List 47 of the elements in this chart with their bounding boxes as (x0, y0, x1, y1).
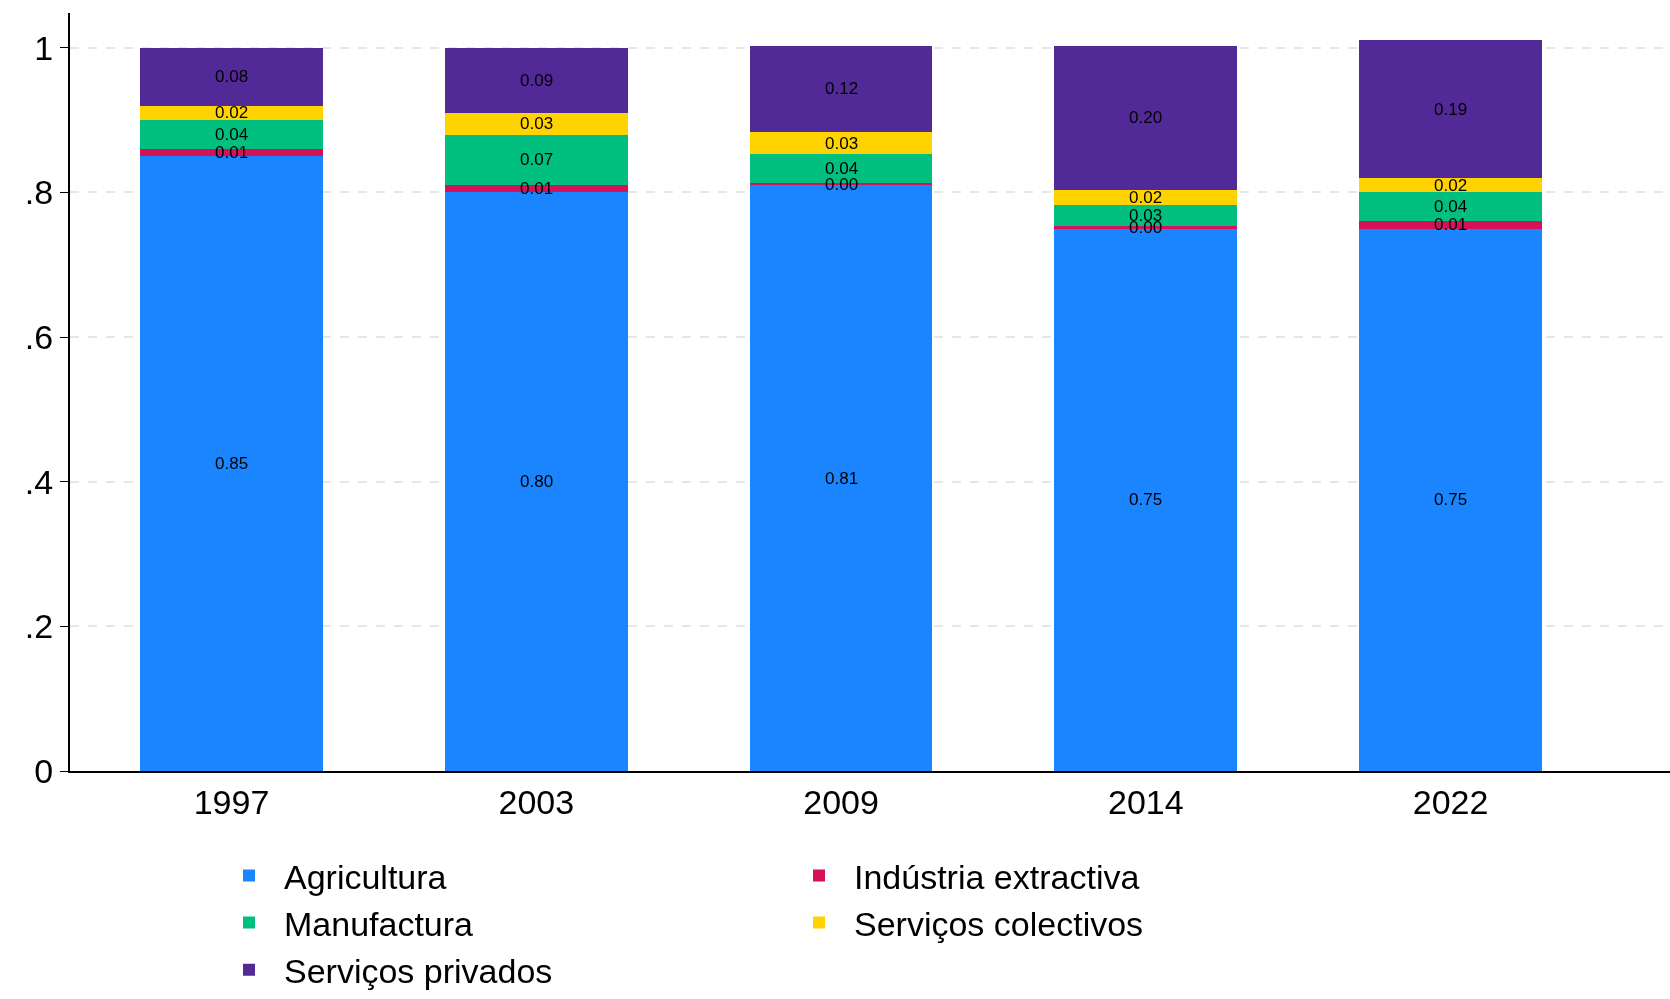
data-label: 0.03 (825, 134, 859, 153)
data-label: 0.02 (1434, 176, 1468, 195)
bar (140, 156, 323, 771)
x-tick-label: 2003 (498, 782, 575, 821)
data-label: 0.75 (1129, 490, 1163, 509)
data-label: 0.19 (1434, 100, 1468, 119)
x-tick-label: 1997 (193, 782, 270, 821)
data-label: 0.04 (1434, 197, 1468, 216)
y-tick-label: 1 (34, 28, 54, 67)
legend-label: Indústria extractiva (854, 857, 1140, 896)
data-label: 0.04 (825, 159, 859, 178)
bar (444, 192, 628, 771)
bar (444, 47, 628, 113)
bar (444, 112, 628, 135)
data-label: 0.04 (215, 125, 249, 144)
data-label: 0.20 (1129, 108, 1163, 127)
y-tick-label: 0 (34, 751, 54, 790)
data-label: 0.12 (825, 79, 859, 98)
data-label: 0.02 (215, 103, 249, 122)
bar (749, 132, 933, 155)
data-label: 0.07 (520, 150, 554, 169)
x-tick-label: 2014 (1107, 782, 1184, 821)
bar (1359, 228, 1542, 771)
y-tick-label: .2 (24, 607, 54, 646)
y-tick-label: .6 (24, 317, 54, 356)
x-tick-label: 2009 (803, 782, 879, 821)
bar (1359, 40, 1542, 178)
legend-label: Manufactura (284, 904, 474, 943)
data-label: 0.81 (825, 469, 859, 488)
bar (1054, 45, 1238, 191)
data-label: 0.08 (215, 67, 249, 86)
bar (140, 148, 323, 157)
data-label: 0.03 (520, 114, 554, 133)
data-label: 0.80 (520, 472, 554, 491)
bar (1054, 190, 1238, 205)
bar (140, 47, 323, 106)
data-label: 0.85 (215, 454, 249, 473)
y-tick-label: .4 (24, 462, 54, 501)
data-label: 0.02 (1129, 188, 1163, 207)
data-label: 0.09 (520, 71, 554, 90)
legend-label: Serviços colectivos (854, 904, 1144, 943)
legend-label: Agricultura (284, 857, 447, 896)
y-tick-label: .8 (24, 173, 54, 212)
legend-label: Serviços privados (284, 952, 553, 991)
bar (749, 45, 933, 133)
data-label: 0.75 (1434, 490, 1468, 509)
x-tick-label: 2022 (1412, 782, 1489, 821)
